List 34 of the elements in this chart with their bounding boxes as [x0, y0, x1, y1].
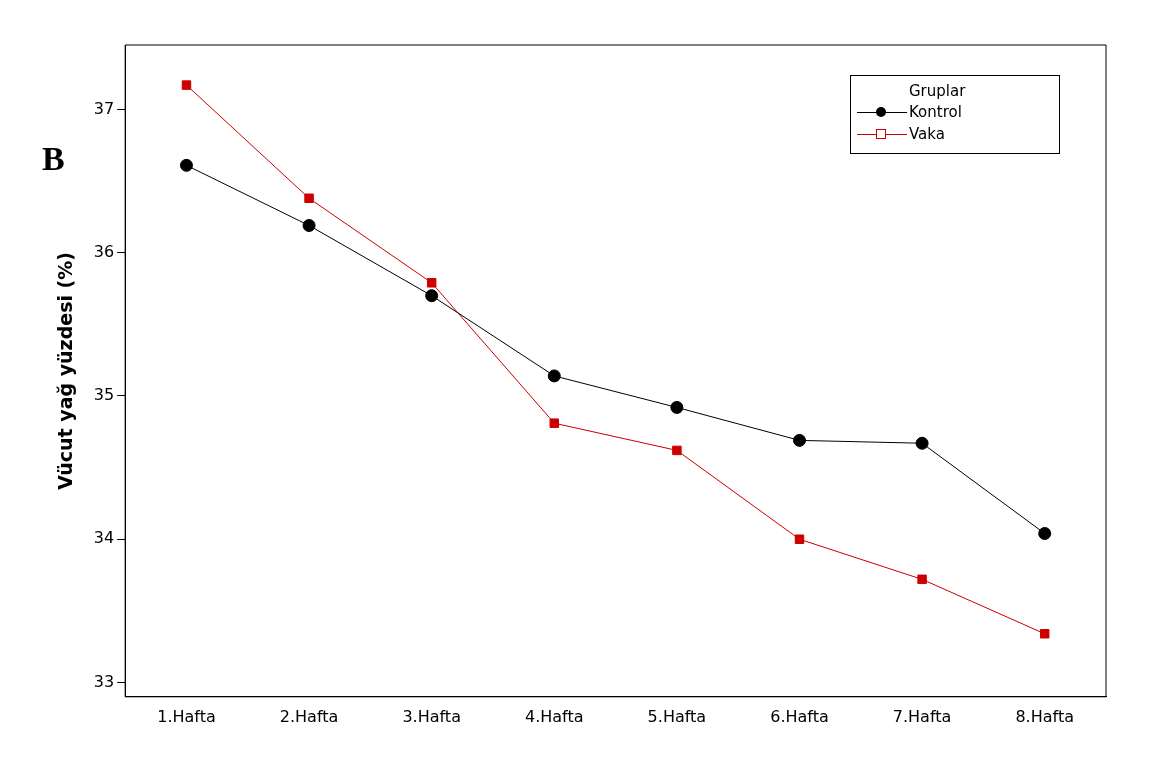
point [547, 369, 561, 383]
x-tick-label: 6.Hafta [770, 706, 829, 726]
point [917, 574, 927, 585]
point [179, 158, 193, 172]
point [794, 534, 805, 544]
point [425, 289, 439, 303]
x-tick-label: 5.Hafta [647, 706, 707, 726]
point [1039, 629, 1050, 639]
legend-label: Vaka [909, 125, 945, 143]
x-tick-label: 1.Hafta [157, 706, 216, 726]
text: B [42, 140, 65, 178]
legend-label: Kontrol [909, 103, 962, 121]
y-tick-label: 36 [93, 241, 115, 261]
y-tick-label: 35 [93, 385, 115, 405]
x-tick-label: 4.Hafta [525, 706, 584, 726]
point [304, 193, 314, 204]
point [672, 445, 682, 456]
point [549, 418, 560, 428]
x-tick-label: 3.Hafta [402, 706, 461, 726]
y-tick-label: 37 [93, 98, 115, 118]
point [302, 219, 316, 232]
legend-title: Gruplar [908, 82, 967, 100]
point [1038, 526, 1052, 540]
x-tick-label: 2.Hafta [279, 706, 339, 726]
y-axis-title: Vücut yağ yüzdesi (%) [54, 252, 77, 490]
x-tick-label: 8.Hafta [1015, 706, 1074, 726]
y-tick-label: 34 [93, 528, 115, 548]
point [915, 436, 929, 450]
point [181, 80, 192, 90]
point [792, 433, 806, 447]
y-tick-label: 33 [93, 671, 115, 691]
x-tick-label: 7.Hafta [892, 706, 952, 726]
point [426, 278, 437, 288]
point [670, 400, 684, 414]
